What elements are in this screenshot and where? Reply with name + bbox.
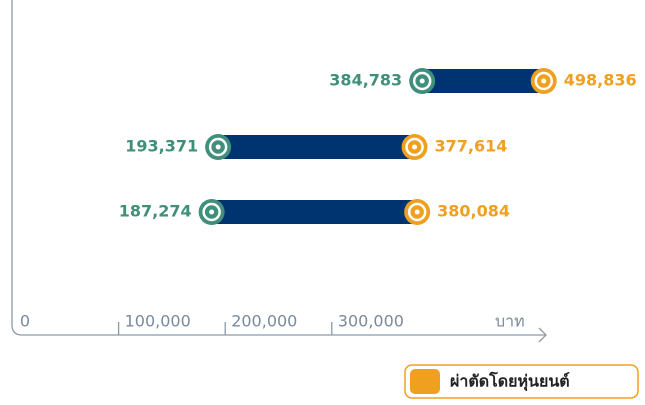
x-tick-label: 200,000: [231, 312, 297, 331]
dot: [404, 199, 431, 225]
legend: [404, 364, 639, 399]
value-label: 377,614: [435, 137, 508, 156]
value-label: 384,783: [329, 71, 402, 90]
value-label: 498,836: [564, 71, 637, 90]
legend-label: ผ่าตัดโดยหุ่นยนต์: [450, 371, 570, 392]
bar: [422, 69, 544, 93]
x-tick-label: 100,000: [125, 312, 191, 331]
x-axis-label: บาท: [495, 312, 525, 331]
bar: [218, 135, 415, 159]
legend-swatch: [410, 369, 440, 394]
axis-arrow: [538, 327, 547, 343]
x-tick-label: 0: [20, 312, 30, 331]
x-tick-label: 300,000: [338, 312, 404, 331]
value-label: 187,274: [119, 202, 192, 221]
dot: [198, 199, 225, 225]
dot: [401, 134, 428, 160]
dot: [409, 68, 436, 94]
axis: [11, 0, 546, 336]
dot: [205, 134, 232, 160]
value-label: 193,371: [125, 137, 198, 156]
value-label: 380,084: [437, 202, 510, 221]
bar: [211, 200, 418, 224]
dot: [530, 68, 557, 94]
